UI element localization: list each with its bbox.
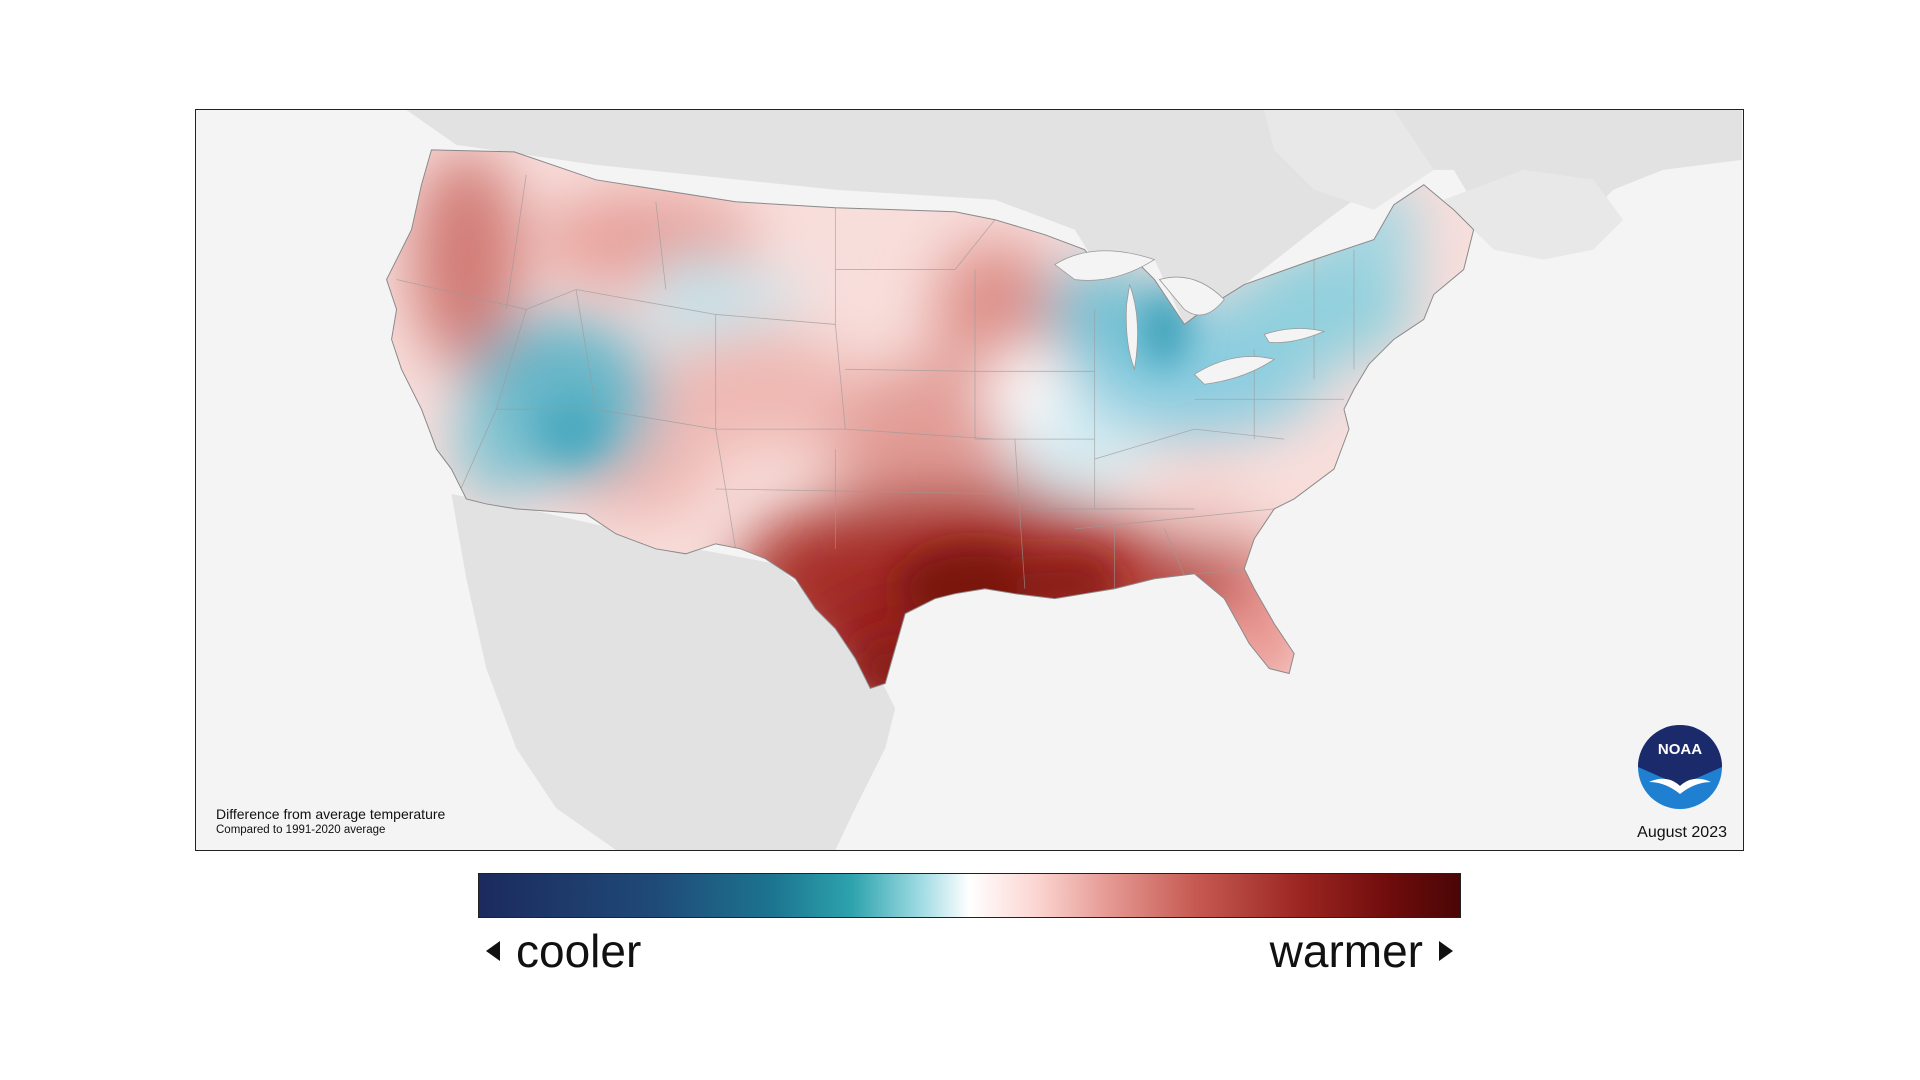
us-outline — [386, 149, 1475, 690]
map-canvas — [386, 110, 1742, 850]
legend-warmer: warmer — [1270, 924, 1453, 978]
caption-subtitle: Compared to 1991-2020 average — [216, 824, 386, 836]
triangle-right-icon — [1439, 941, 1453, 961]
legend-warmer-label: warmer — [1269, 925, 1423, 977]
temperature-anomaly-map: Difference from average temperature Comp… — [195, 109, 1744, 851]
caption-title: Difference from average temperature — [216, 806, 446, 822]
noaa-logo-text: NOAA — [1658, 741, 1702, 758]
triangle-left-icon — [486, 941, 500, 961]
legend-labels: cooler warmer — [478, 924, 1461, 984]
legend-cooler: cooler — [486, 924, 641, 978]
color-legend: cooler warmer — [478, 873, 1461, 984]
great-lakes — [1054, 250, 1326, 385]
map-date: August 2023 — [1637, 824, 1727, 841]
legend-cooler-label: cooler — [516, 925, 642, 977]
noaa-logo: NOAA — [1637, 724, 1723, 810]
legend-color-bar — [478, 873, 1461, 918]
map-caption: Difference from average temperature Comp… — [216, 805, 445, 838]
surrounding-land — [406, 110, 1742, 850]
